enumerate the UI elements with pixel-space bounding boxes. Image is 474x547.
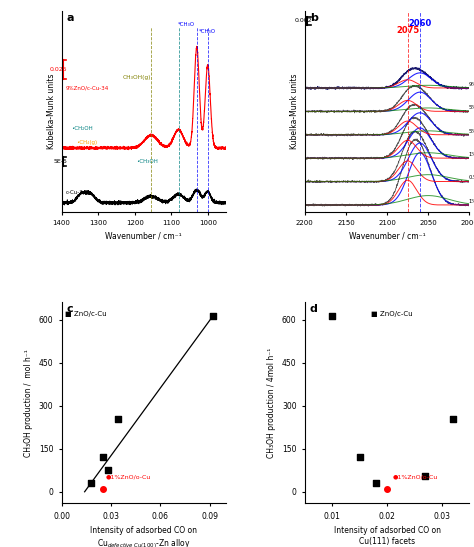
Text: 2075: 2075 <box>396 26 419 35</box>
Point <box>114 414 121 423</box>
Point <box>372 479 380 487</box>
Y-axis label: Kubelka-Munk units: Kubelka-Munk units <box>291 74 300 149</box>
Text: ●1%ZnO/o-Cu: ●1%ZnO/o-Cu <box>392 475 438 480</box>
Text: 9%ZnO/c-Cu-34: 9%ZnO/c-Cu-34 <box>65 85 109 90</box>
Text: a: a <box>66 13 74 23</box>
Text: *CH₃O: *CH₃O <box>178 21 195 27</box>
Text: 0.025: 0.025 <box>49 67 67 72</box>
Text: CH₃OH(g): CH₃OH(g) <box>122 74 151 79</box>
Text: 9%ZnO/c-Cu-34: 9%ZnO/c-Cu-34 <box>468 82 474 86</box>
Y-axis label: CH₃OH production / 4mol h⁻¹: CH₃OH production / 4mol h⁻¹ <box>267 348 276 458</box>
Point <box>356 453 364 462</box>
Point <box>209 312 217 321</box>
Text: 5%ZnO/c-Cu-34: 5%ZnO/c-Cu-34 <box>468 104 474 109</box>
Text: b: b <box>310 13 318 23</box>
Text: •CH₄(g): •CH₄(g) <box>76 140 97 146</box>
Text: 2060: 2060 <box>408 19 431 28</box>
Text: 0.002: 0.002 <box>295 19 312 24</box>
Text: 1%ZnO/o-Cu: 1%ZnO/o-Cu <box>468 198 474 203</box>
Text: c-Cu-34: c-Cu-34 <box>65 190 87 195</box>
Point <box>449 414 456 423</box>
Text: •CH₂OH: •CH₂OH <box>71 126 92 131</box>
Text: 1%ZnO/c-Cu-682: 1%ZnO/c-Cu-682 <box>468 152 474 156</box>
X-axis label: Intensity of adsorbed CO on
Cu$_{defective\ Cu(100)}$-Zn alloy: Intensity of adsorbed CO on Cu$_{defecti… <box>91 526 197 547</box>
Text: ■ ZnO/c-Cu: ■ ZnO/c-Cu <box>65 311 107 317</box>
X-axis label: Wavenumber / cm⁻¹: Wavenumber / cm⁻¹ <box>349 231 425 240</box>
Text: 0.5%ZnO/c-Cu-682: 0.5%ZnO/c-Cu-682 <box>468 175 474 180</box>
Text: d: d <box>310 304 318 315</box>
Text: •CH₃OH: •CH₃OH <box>137 159 158 164</box>
Text: c: c <box>66 304 73 315</box>
Text: 5%ZnO/c-Cu-109: 5%ZnO/c-Cu-109 <box>468 128 474 133</box>
Y-axis label: CH₃OH production /  mol h⁻¹: CH₃OH production / mol h⁻¹ <box>24 349 33 457</box>
Point <box>99 485 107 494</box>
Point <box>104 466 111 475</box>
Point <box>383 485 391 494</box>
Point <box>422 472 429 480</box>
Text: ■ ZnO/c-Cu: ■ ZnO/c-Cu <box>371 311 412 317</box>
Text: 5E-5: 5E-5 <box>53 159 67 164</box>
Text: ●1%ZnO/o-Cu: ●1%ZnO/o-Cu <box>106 475 151 480</box>
Y-axis label: Kubelka-Munk units: Kubelka-Munk units <box>47 74 56 149</box>
X-axis label: Wavenumber / cm⁻¹: Wavenumber / cm⁻¹ <box>106 231 182 240</box>
Point <box>87 479 95 487</box>
X-axis label: Intensity of adsorbed CO on
Cu(111) facets: Intensity of adsorbed CO on Cu(111) face… <box>334 526 440 545</box>
Point <box>328 312 336 321</box>
Text: *CH₃O: *CH₃O <box>199 29 216 34</box>
Point <box>99 453 107 462</box>
